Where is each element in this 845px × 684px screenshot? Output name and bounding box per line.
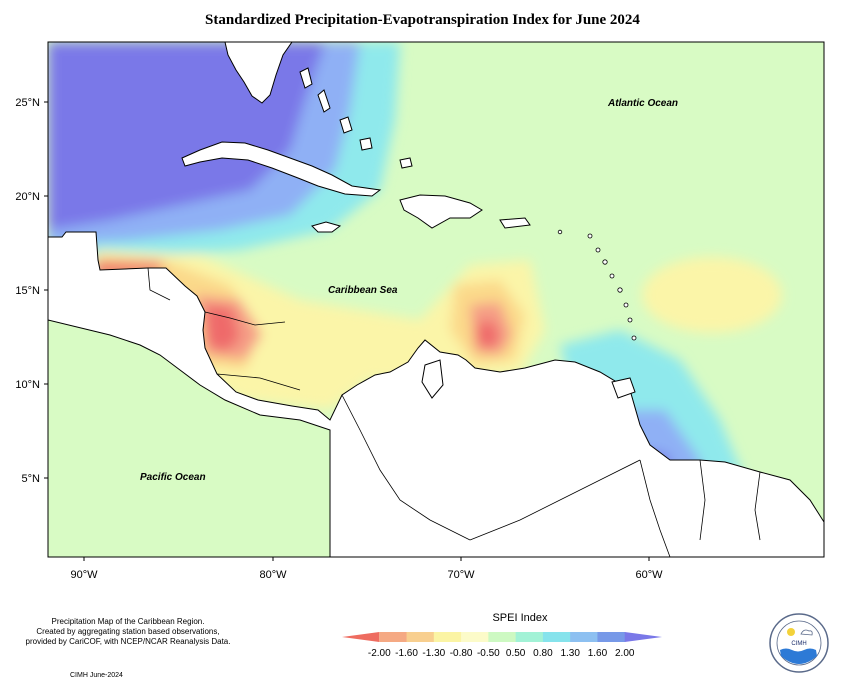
central-america [48, 231, 824, 557]
source-note: Precipitation Map of the Caribbean Regio… [8, 617, 248, 647]
legend-swatch [379, 632, 408, 642]
map-frame [47, 41, 825, 558]
water-icon [780, 648, 817, 664]
legend-swatch [542, 632, 571, 642]
legend-title: SPEI Index [492, 612, 548, 624]
legend-tick-label: 1.60 [588, 648, 608, 659]
legend-swatch [461, 632, 489, 642]
legend-tick-label: -2.00 [368, 648, 391, 659]
cuba [181, 141, 382, 197]
legend-swatch [515, 632, 544, 642]
legend-swatch [488, 632, 517, 642]
legend-swatch [597, 632, 626, 642]
lon-tick-90: 90°W [70, 569, 98, 581]
footer-credit: CIMH June-2024 [70, 672, 123, 679]
map-title: Standardized Precipitation-Evapotranspir… [205, 12, 640, 28]
lon-tick-80: 80°W [259, 569, 287, 581]
note-line-1: Precipitation Map of the Caribbean Regio… [51, 617, 205, 626]
legend-swatch [433, 632, 462, 642]
legend-tick-label: 0.50 [506, 648, 526, 659]
note-line-2: Created by aggregating station based obs… [36, 627, 220, 636]
lat-tick-5: 5°N [22, 473, 41, 485]
atlantic-ocean-label: Atlantic Ocean [607, 98, 678, 109]
cloud-icon [800, 629, 813, 636]
lat-tick-20: 20°N [15, 191, 40, 203]
map-svg: Atlantic Ocean Caribbean Sea Pacific Oce… [15, 41, 825, 581]
borders [147, 267, 761, 557]
lesser-antilles [557, 229, 637, 341]
lat-tick-25: 25°N [15, 97, 40, 109]
turks [399, 157, 413, 169]
spei-field: Atlantic Ocean Caribbean Sea Pacific Oce… [48, 42, 824, 557]
legend-tick-label: 1.30 [560, 648, 580, 659]
florida [224, 42, 293, 104]
legend-swatch [406, 632, 435, 642]
logo-text: CIMH [791, 641, 806, 647]
lon-tick-70: 70°W [447, 569, 475, 581]
legend-swatch [342, 632, 380, 642]
bahamas-3 [339, 116, 353, 134]
lat-tick-10: 10°N [15, 379, 40, 391]
legend-tick-label: -0.50 [477, 648, 500, 659]
legend-swatch [570, 632, 598, 642]
lon-axis: 90°W 80°W 70°W 60°W [70, 557, 663, 581]
lon-tick-60: 60°W [635, 569, 663, 581]
pacific-ocean-label: Pacific Ocean [140, 472, 206, 483]
bahamas-1 [299, 67, 313, 89]
caribbean-sea-label: Caribbean Sea [328, 285, 398, 296]
legend-swatch [624, 632, 662, 642]
legend-tick-label: -1.60 [395, 648, 418, 659]
bahamas-2 [317, 89, 331, 113]
cimh-logo: CIMH [769, 613, 829, 673]
landmasses [48, 42, 824, 557]
legend-tick-label: 0.80 [533, 648, 553, 659]
spei-legend: -2.00 -1.60 -1.30 -0.80 -0.50 0.50 0.80 1.30 1.6… [342, 632, 662, 659]
legend-tick-label: -1.30 [422, 648, 445, 659]
note-line-3: provided by CariCOF, with NCEP/NCAR Rean… [25, 637, 231, 646]
lat-axis: 25°N 20°N 15°N 10°N 5°N [15, 97, 48, 485]
legend-tick-label: -0.80 [450, 648, 473, 659]
puerto-rico [499, 217, 531, 229]
lat-tick-15: 15°N [15, 285, 40, 297]
hispaniola [399, 194, 483, 229]
bahamas-4 [359, 137, 373, 151]
sun-icon [787, 628, 795, 636]
paraguana [421, 359, 444, 399]
legend-tick-label: 2.00 [615, 648, 635, 659]
trinidad [611, 377, 636, 399]
jamaica [311, 221, 342, 233]
